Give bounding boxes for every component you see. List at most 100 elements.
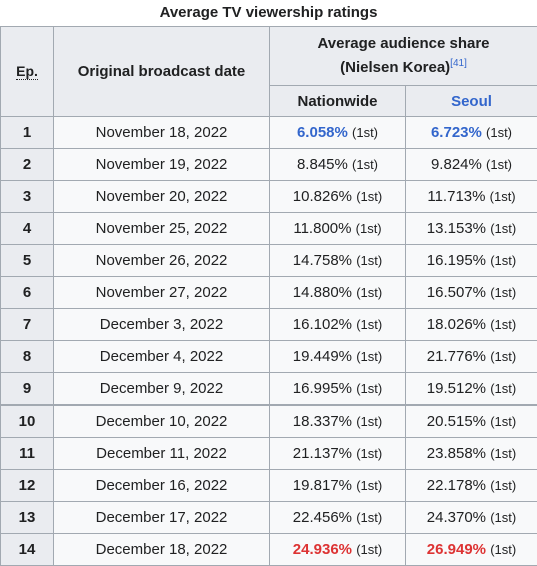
audience-share-title: Average audience share bbox=[270, 32, 537, 56]
episode-number: 11 bbox=[1, 438, 54, 470]
seoul-rating-cell: 16.195% (1st) bbox=[406, 245, 537, 277]
rank-label: (1st) bbox=[490, 446, 516, 461]
seoul-rating-cell: 9.824% (1st) bbox=[406, 149, 537, 181]
header-audience-share: Average audience share (Nielsen Korea)[4… bbox=[270, 27, 537, 86]
episode-number: 9 bbox=[1, 373, 54, 406]
rank-label: (1st) bbox=[490, 349, 516, 364]
rank-label: (1st) bbox=[356, 414, 382, 429]
episode-number: 3 bbox=[1, 181, 54, 213]
nationwide-rating-cell: 10.826% (1st) bbox=[270, 181, 406, 213]
nationwide-rating-cell: 8.845% (1st) bbox=[270, 149, 406, 181]
rank-label: (1st) bbox=[356, 285, 382, 300]
rank-label: (1st) bbox=[352, 157, 378, 172]
nationwide-rating-cell: 14.880% (1st) bbox=[270, 277, 406, 309]
nationwide-rating-cell: 24.936% (1st) bbox=[270, 534, 406, 566]
nationwide-rating-value: 24.936% bbox=[293, 541, 352, 558]
broadcast-date: November 20, 2022 bbox=[54, 181, 270, 213]
rank-label: (1st) bbox=[356, 381, 382, 396]
seoul-rating-value: 19.512% bbox=[427, 380, 486, 397]
rank-label: (1st) bbox=[490, 542, 516, 557]
rank-label: (1st) bbox=[490, 478, 516, 493]
header-nationwide: Nationwide bbox=[270, 86, 406, 117]
rank-label: (1st) bbox=[356, 189, 382, 204]
ratings-table: Ep. Original broadcast date Average audi… bbox=[0, 26, 537, 566]
rank-label: (1st) bbox=[486, 125, 512, 140]
header-episode: Ep. bbox=[1, 27, 54, 117]
rank-label: (1st) bbox=[490, 510, 516, 525]
rank-label: (1st) bbox=[490, 414, 516, 429]
episode-number: 5 bbox=[1, 245, 54, 277]
nationwide-rating-value: 11.800% bbox=[293, 220, 351, 237]
broadcast-date: December 17, 2022 bbox=[54, 502, 270, 534]
broadcast-date: November 26, 2022 bbox=[54, 245, 270, 277]
seoul-rating-cell: 6.723% (1st) bbox=[406, 117, 537, 149]
episode-abbr: Ep. bbox=[16, 63, 38, 80]
nielsen-label: (Nielsen Korea) bbox=[340, 59, 450, 76]
episode-number: 6 bbox=[1, 277, 54, 309]
broadcast-date: December 16, 2022 bbox=[54, 470, 270, 502]
episode-number: 14 bbox=[1, 534, 54, 566]
seoul-rating-cell: 23.858% (1st) bbox=[406, 438, 537, 470]
seoul-rating-cell: 21.776% (1st) bbox=[406, 341, 537, 373]
reference-link[interactable]: [41] bbox=[450, 58, 467, 69]
seoul-rating-value: 13.153% bbox=[427, 220, 486, 237]
rank-label: (1st) bbox=[356, 446, 382, 461]
seoul-link[interactable]: Seoul bbox=[451, 93, 492, 110]
broadcast-date: December 9, 2022 bbox=[54, 373, 270, 406]
seoul-rating-value: 6.723% bbox=[431, 124, 482, 141]
broadcast-date: November 19, 2022 bbox=[54, 149, 270, 181]
broadcast-date: November 27, 2022 bbox=[54, 277, 270, 309]
nationwide-rating-cell: 16.102% (1st) bbox=[270, 309, 406, 341]
broadcast-date: December 11, 2022 bbox=[54, 438, 270, 470]
nationwide-rating-cell: 18.337% (1st) bbox=[270, 405, 406, 438]
broadcast-date: November 25, 2022 bbox=[54, 213, 270, 245]
seoul-rating-cell: 22.178% (1st) bbox=[406, 470, 537, 502]
header-seoul[interactable]: Seoul bbox=[406, 86, 537, 117]
seoul-rating-value: 18.026% bbox=[427, 316, 486, 333]
episode-number: 2 bbox=[1, 149, 54, 181]
episode-number: 10 bbox=[1, 405, 54, 438]
nationwide-rating-value: 22.456% bbox=[293, 509, 352, 526]
rank-label: (1st) bbox=[490, 285, 516, 300]
nationwide-rating-cell: 6.058% (1st) bbox=[270, 117, 406, 149]
broadcast-date: December 10, 2022 bbox=[54, 405, 270, 438]
episode-number: 12 bbox=[1, 470, 54, 502]
nationwide-rating-value: 16.995% bbox=[293, 380, 352, 397]
nationwide-rating-value: 14.758% bbox=[293, 252, 352, 269]
broadcast-date: December 4, 2022 bbox=[54, 341, 270, 373]
episode-number: 8 bbox=[1, 341, 54, 373]
rank-label: (1st) bbox=[356, 510, 382, 525]
broadcast-date: November 18, 2022 bbox=[54, 117, 270, 149]
table-caption: Average TV viewership ratings bbox=[0, 0, 537, 26]
nationwide-rating-value: 8.845% bbox=[297, 156, 348, 173]
broadcast-date: December 18, 2022 bbox=[54, 534, 270, 566]
nationwide-rating-cell: 22.456% (1st) bbox=[270, 502, 406, 534]
seoul-rating-value: 9.824% bbox=[431, 156, 482, 173]
broadcast-date: December 3, 2022 bbox=[54, 309, 270, 341]
nationwide-rating-value: 19.817% bbox=[293, 477, 352, 494]
rank-label: (1st) bbox=[490, 381, 516, 396]
seoul-rating-value: 21.776% bbox=[427, 348, 486, 365]
seoul-rating-cell: 19.512% (1st) bbox=[406, 373, 537, 406]
rank-label: (1st) bbox=[356, 478, 382, 493]
nationwide-rating-value: 16.102% bbox=[293, 316, 352, 333]
rank-label: (1st) bbox=[356, 221, 382, 236]
episode-number: 4 bbox=[1, 213, 54, 245]
audience-share-source: (Nielsen Korea)[41] bbox=[270, 56, 537, 80]
seoul-rating-cell: 16.507% (1st) bbox=[406, 277, 537, 309]
rank-label: (1st) bbox=[490, 317, 516, 332]
rank-label: (1st) bbox=[486, 157, 512, 172]
seoul-rating-cell: 11.713% (1st) bbox=[406, 181, 537, 213]
seoul-rating-value: 20.515% bbox=[427, 413, 486, 430]
nationwide-rating-cell: 16.995% (1st) bbox=[270, 373, 406, 406]
